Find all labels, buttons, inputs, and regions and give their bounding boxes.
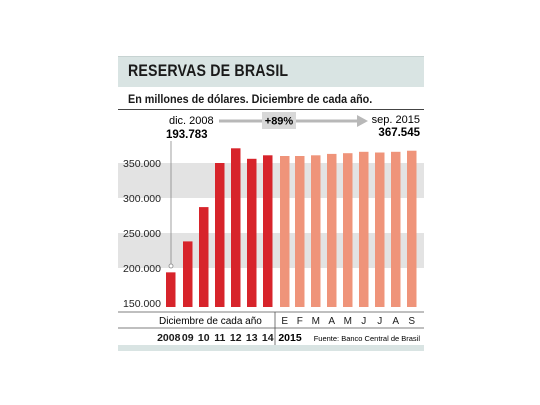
bar-annual-14 (263, 155, 273, 307)
x-label-year: 11 (214, 332, 225, 344)
y-axis-labels: 150.000 200.000 250.000 300.000 350.000 (123, 158, 161, 310)
subtitle-divider (118, 109, 424, 110)
bar-annual-11 (215, 163, 225, 307)
x-label-month: M (344, 316, 352, 327)
x-label-month: S (408, 316, 415, 327)
end-label: sep. 2015 (372, 114, 420, 126)
bar-2015-E-1 (280, 156, 290, 307)
bar-2015-J-6 (359, 151, 369, 307)
start-value: 193.783 (166, 129, 208, 141)
change-badge (262, 112, 296, 129)
x-label-year: 2008 (157, 332, 181, 344)
bar-annual-12 (231, 148, 241, 307)
bar-2015-J-7 (375, 152, 385, 307)
x-label-month: A (392, 316, 399, 327)
start-leader-dot (168, 263, 174, 269)
bar-annual-10 (199, 207, 209, 307)
title-band: RESERVAS DE BRASIL (118, 56, 424, 87)
x-label-year: 12 (230, 332, 242, 344)
bar-2015-M-3 (311, 155, 321, 307)
start-label: dic. 2008 (169, 115, 214, 127)
bar-2015-M-5 (343, 153, 353, 307)
y-tick-label: 350.000 (123, 158, 161, 170)
bar-annual-09 (183, 241, 193, 307)
x-label-month: J (377, 316, 382, 327)
end-value: 367.545 (378, 127, 420, 139)
footer-group-label: Diciembre de cada año (159, 316, 262, 327)
change-label: +89% (265, 116, 294, 128)
bar-annual-13 (247, 158, 257, 307)
bar-2015-F-2 (295, 156, 305, 307)
year-labels: 2008 09 10 11 12 13 14 (157, 332, 274, 344)
x-label-year: 13 (246, 332, 258, 344)
y-tick-label: 300.000 (123, 193, 161, 205)
chart-title: RESERVAS DE BRASIL (128, 62, 289, 80)
chart-subtitle: En millones de dólares. Diciembre de cad… (128, 92, 373, 106)
x-label-month: F (297, 316, 303, 327)
x-label-year: 10 (198, 332, 210, 344)
x-label-year: 14 (262, 332, 274, 344)
x-label-month: E (281, 316, 288, 327)
y-tick-label: 200.000 (123, 263, 161, 275)
x-label-month: A (328, 316, 335, 327)
x-label-month: J (361, 316, 366, 327)
footer-band (118, 345, 424, 351)
bar-2015-S-9 (407, 150, 417, 307)
change-arrow-head (357, 115, 368, 127)
bar-2015-A-4 (327, 153, 337, 307)
bar-2015-A-8 (391, 151, 401, 307)
source-note: Fuente: Banco Central de Brasil (314, 334, 421, 343)
bars (166, 148, 417, 307)
year-2015-label: 2015 (278, 332, 302, 344)
y-tick-label: 250.000 (123, 228, 161, 240)
x-label-month: M (312, 316, 320, 327)
x-label-year: 09 (182, 332, 194, 344)
bar-annual-2008 (166, 272, 176, 307)
y-tick-label: 150.000 (123, 298, 161, 310)
